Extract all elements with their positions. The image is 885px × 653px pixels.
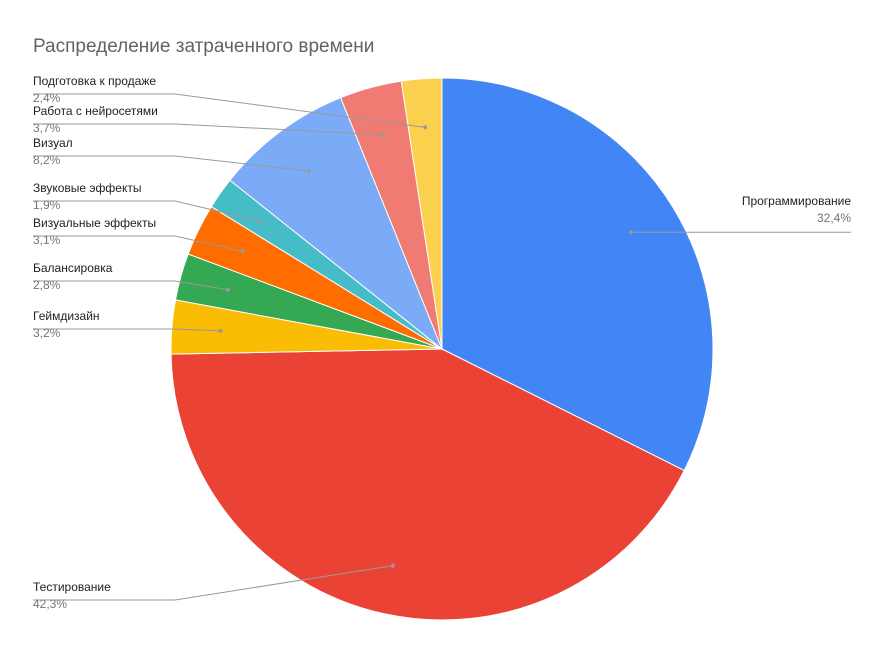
- slice-value-label: 1,9%: [33, 198, 61, 212]
- leader-dot: [381, 132, 386, 137]
- slice-label: Звуковые эффекты: [33, 181, 141, 195]
- slice-value-label: 2,4%: [33, 91, 61, 105]
- pie-slice: [229, 97, 444, 351]
- chart-title: Распределение затраченного времени: [33, 36, 374, 57]
- leader-line: [33, 565, 393, 601]
- slice-label: Визуальные эффекты: [33, 216, 156, 230]
- slice-label: Геймдизайн: [33, 309, 100, 323]
- slice-label: Подготовка к продаже: [33, 74, 156, 88]
- leader-dot: [390, 563, 395, 568]
- slice-value-label: 3,2%: [33, 326, 61, 340]
- leader-dot: [258, 219, 263, 224]
- slice-value-label: 32,4%: [817, 211, 851, 225]
- slice-label: Балансировка: [33, 261, 113, 275]
- leader-dot: [423, 125, 428, 130]
- leader-line: [33, 235, 243, 252]
- leader-dot: [240, 249, 245, 254]
- slice-label: Работа с нейросетями: [33, 104, 158, 118]
- leader-dot: [307, 168, 312, 173]
- slice-label: Тестирование: [33, 580, 111, 594]
- slice-label: Программирование: [742, 194, 851, 208]
- pie-slice: [400, 77, 443, 350]
- slice-value-label: 3,1%: [33, 233, 61, 247]
- slice-value-label: 42,3%: [33, 597, 67, 611]
- leader-dot: [225, 287, 230, 292]
- slice-value-label: 8,2%: [33, 153, 61, 167]
- slice-label: Визуал: [33, 136, 73, 150]
- pie-slice: [441, 77, 714, 472]
- slice-value-label: 2,8%: [33, 278, 61, 292]
- leader-line: [33, 123, 384, 136]
- leader-line: [33, 280, 228, 291]
- leader-line: [33, 93, 426, 128]
- pie-slice: [170, 348, 685, 621]
- leader-line: [33, 200, 261, 222]
- leader-dot: [629, 230, 634, 235]
- leader-line: [33, 155, 310, 172]
- leader-dot: [218, 328, 223, 333]
- leader-line: [33, 328, 221, 332]
- slice-value-label: 3,7%: [33, 121, 61, 135]
